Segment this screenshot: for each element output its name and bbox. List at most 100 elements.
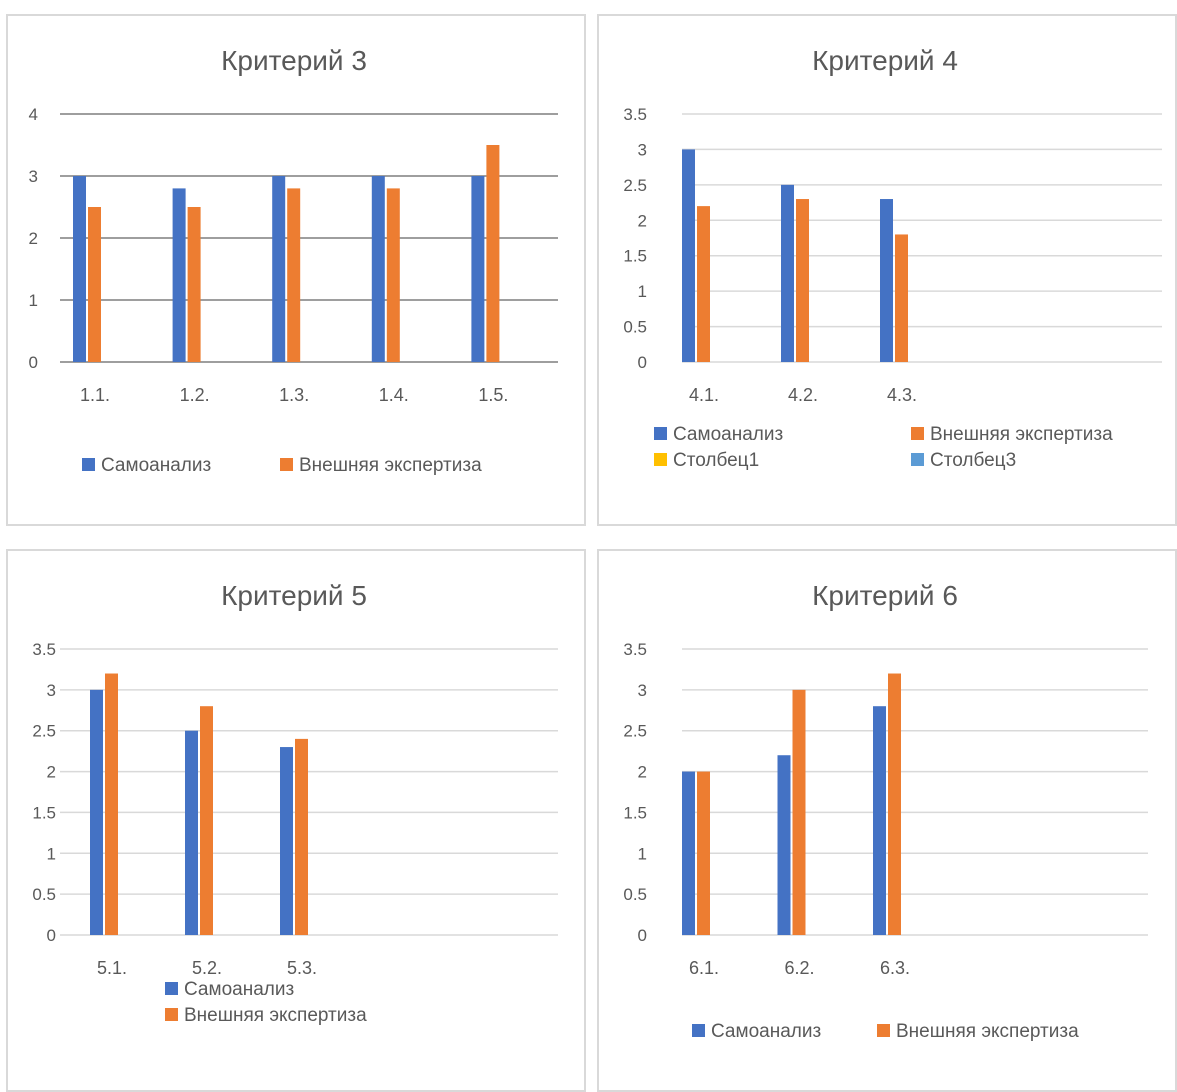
bar-samoanaliz: [185, 730, 198, 935]
bar-vneshnyaya-ekspertiza: [697, 206, 710, 362]
bar-samoanaliz: [172, 188, 186, 362]
x-tick-label: 5.2.: [192, 958, 222, 978]
y-tick-label: 2.5: [623, 176, 647, 195]
y-tick-label: 1.5: [623, 803, 647, 822]
bar-vneshnyaya-ekspertiza: [105, 673, 118, 935]
y-tick-label: 1: [638, 844, 647, 863]
x-tick-label: 6.3.: [880, 958, 910, 978]
legend-swatch: [654, 453, 667, 466]
legend-entry: Самоанализ: [673, 424, 783, 445]
bar-samoanaliz: [371, 176, 385, 362]
bar-vneshnyaya-ekspertiza: [697, 771, 710, 935]
bar-samoanaliz: [873, 706, 886, 935]
chart-criterion-5: Критерий 5 0 0.5 1 1.5 2 2.5 3 3.5 5.1. 5.2. 5.3.Са…: [32, 580, 558, 1026]
chart-title: Критерий 3: [221, 45, 367, 76]
x-tick-label: 1.5.: [478, 385, 508, 405]
legend-entry: Самоанализ: [711, 1021, 821, 1042]
x-tick-label: 6.1.: [689, 958, 719, 978]
bar-samoanaliz: [90, 689, 103, 935]
x-tick-label: 6.2.: [784, 958, 814, 978]
x-tick-label: 1.1.: [80, 385, 110, 405]
bar-samoanaliz: [280, 747, 293, 935]
bar-samoanaliz: [880, 199, 893, 362]
bar-vneshnyaya-ekspertiza: [287, 188, 301, 362]
y-tick-label: 1.5: [623, 247, 647, 266]
bar-vneshnyaya-ekspertiza: [895, 234, 908, 362]
x-tick-label: 1.2.: [180, 385, 210, 405]
x-tick-label: 5.1.: [97, 958, 127, 978]
bar-vneshnyaya-ekspertiza: [295, 738, 308, 935]
legend-entry: Внешняя экспертиза: [896, 1021, 1079, 1042]
bar-vneshnyaya-ekspertiza: [386, 188, 400, 362]
legend-entry: Внешняя экспертиза: [930, 424, 1113, 445]
bar-samoanaliz: [73, 176, 86, 362]
bar-samoanaliz: [777, 755, 791, 935]
bar-vneshnyaya-ekspertiza: [796, 199, 809, 362]
y-tick-label: 2: [638, 763, 647, 782]
chart-title: Критерий 6: [812, 580, 958, 611]
legend-swatch: [911, 427, 924, 440]
legend-swatch: [877, 1024, 890, 1037]
bar-vneshnyaya-ekspertiza: [200, 706, 213, 935]
legend-swatch: [654, 427, 667, 440]
bar-vneshnyaya-ekspertiza: [88, 207, 101, 362]
chart-panel-criterion-5: Критерий 5 0 0.5 1 1.5 2 2.5 3 3.5 5.1. 5.2. 5.3. Са…: [6, 549, 586, 1092]
legend-entry: Столбец1: [673, 450, 759, 471]
bar-samoanaliz: [272, 176, 286, 362]
legend-swatch: [692, 1024, 705, 1037]
legend-swatch: [280, 458, 293, 471]
y-tick-label: 1.5: [32, 803, 56, 822]
y-tick-label: 2: [47, 763, 56, 782]
legend-swatch: [165, 1008, 178, 1021]
y-tick-label: 3: [47, 681, 56, 700]
bar-vneshnyaya-ekspertiza: [486, 145, 500, 362]
legend-entry: Самоанализ: [184, 979, 294, 1000]
bar-samoanaliz: [682, 149, 695, 362]
bar-samoanaliz: [682, 771, 695, 935]
y-tick-label: 1: [47, 844, 56, 863]
y-tick-label: 3.5: [623, 105, 647, 124]
y-tick-label: 0.5: [623, 885, 647, 904]
chart-title: Критерий 4: [812, 45, 958, 76]
y-tick-label: 3.5: [32, 640, 56, 659]
x-tick-label: 4.1.: [689, 385, 719, 405]
bar-vneshnyaya-ekspertiza: [888, 673, 901, 935]
x-tick-label: 5.3.: [287, 958, 317, 978]
y-tick-label: 0: [638, 353, 647, 372]
chart-criterion-4: Критерий 4 0 0.5 1 1.5 2 2.5 3 3.5 4.1. 4.2. 4.3. Са…: [623, 45, 1162, 471]
y-tick-label: 0.5: [32, 885, 56, 904]
y-tick-label: 1: [638, 282, 647, 301]
y-tick-label: 2.5: [32, 722, 56, 741]
y-tick-label: 3: [638, 681, 647, 700]
y-tick-label: 0: [638, 926, 647, 945]
y-tick-label: 0: [29, 353, 38, 372]
chart-title: Критерий 5: [221, 580, 367, 611]
x-tick-label: 1.4.: [379, 385, 409, 405]
bar-samoanaliz: [471, 176, 485, 362]
y-tick-label: 2: [638, 211, 647, 230]
legend-entry: Внешняя экспертиза: [184, 1005, 367, 1026]
bar-vneshnyaya-ekspertiza: [792, 689, 806, 935]
y-tick-label: 2.5: [623, 722, 647, 741]
chart-criterion-6: Критерий 6 0 0.5 1 1.5 2 2.5 3 3.5 6.1. 6.2. 6.3. Са…: [623, 580, 1148, 1042]
y-tick-label: 3.5: [623, 640, 647, 659]
y-tick-label: 0.5: [623, 318, 647, 337]
y-tick-label: 4: [29, 105, 38, 124]
chart-criterion-3: Критерий 3 0 1 2 3 4 1.1. 1.2. 1.3. 1.4. 1.5. Самоа…: [29, 45, 558, 476]
chart-panel-criterion-4: Критерий 4 0 0.5 1 1.5 2 2.5 3 3.5 4.1. 4.2. 4.3. Са…: [597, 14, 1177, 526]
x-tick-label: 4.2.: [788, 385, 818, 405]
legend-entry: Внешняя экспертиза: [299, 455, 482, 476]
legend-swatch: [911, 453, 924, 466]
legend-entry: Столбец3: [930, 450, 1016, 471]
y-tick-label: 3: [638, 140, 647, 159]
y-tick-label: 1: [29, 291, 38, 310]
y-tick-label: 3: [29, 167, 38, 186]
x-tick-label: 4.3.: [887, 385, 917, 405]
x-tick-label: 1.3.: [279, 385, 309, 405]
bar-vneshnyaya-ekspertiza: [187, 207, 201, 362]
y-tick-label: 0: [47, 926, 56, 945]
chart-panel-criterion-3: Критерий 3 0 1 2 3 4 1.1. 1.2. 1.3. 1.4. 1.5. Самоа…: [6, 14, 586, 526]
legend-entry: Самоанализ: [101, 455, 211, 476]
y-tick-label: 2: [29, 229, 38, 248]
legend-swatch: [82, 458, 95, 471]
